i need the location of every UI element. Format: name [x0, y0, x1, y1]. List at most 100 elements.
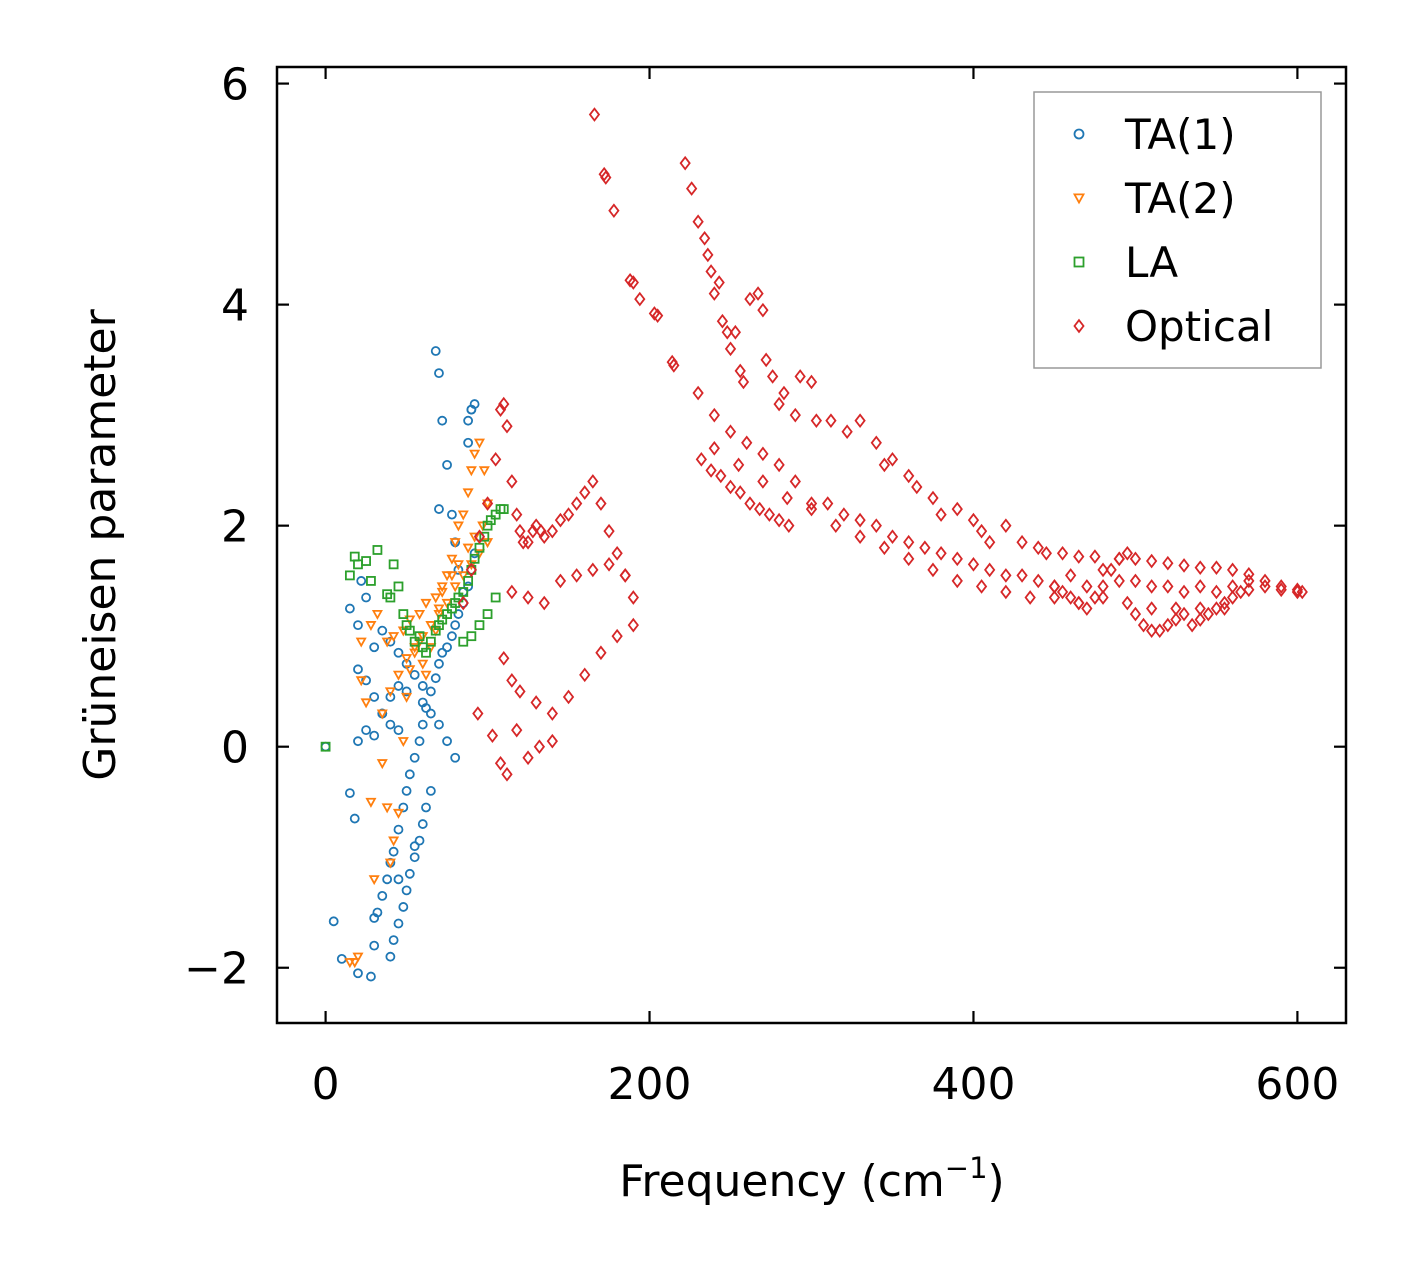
data-point: [393, 824, 404, 835]
data-point: [353, 736, 363, 747]
data-point: [1275, 582, 1287, 598]
data-point: [479, 531, 490, 542]
data-point: [686, 181, 698, 196]
data-point: [1178, 584, 1190, 600]
data-point: [421, 647, 431, 658]
data-point: [600, 170, 612, 185]
data-point: [465, 466, 477, 477]
data-point: [514, 684, 526, 699]
data-point: [397, 737, 409, 748]
data-point: [381, 803, 393, 814]
data-point: [757, 474, 769, 489]
series-TA(2): [344, 438, 494, 969]
x-axis-label-main: Frequency (cm: [619, 1156, 945, 1207]
data-point: [603, 523, 615, 539]
data-point: [441, 598, 453, 609]
data-point: [1275, 579, 1287, 594]
data-point: [651, 308, 664, 323]
data-point: [595, 645, 607, 661]
data-point: [522, 750, 534, 766]
data-point: [1032, 540, 1044, 556]
data-point: [679, 155, 691, 171]
y-tick-label: 0: [221, 723, 249, 774]
x-axis-label-sup: −1: [945, 1151, 988, 1185]
data-point: [951, 551, 963, 567]
data-point: [527, 523, 539, 539]
data-point: [482, 609, 493, 619]
data-point: [392, 808, 405, 819]
data-point: [481, 496, 494, 511]
legend-item: Optical: [1073, 302, 1273, 351]
data-point: [1129, 606, 1142, 622]
data-point: [361, 725, 371, 736]
data-point: [446, 571, 458, 582]
data-point: [1040, 545, 1052, 561]
data-point: [886, 452, 899, 467]
data-point: [1032, 573, 1044, 589]
data-point: [425, 621, 437, 631]
data-point: [1146, 553, 1158, 569]
data-point: [1218, 601, 1231, 616]
legend-label: Optical: [1125, 302, 1273, 351]
data-point: [430, 346, 441, 356]
data-point: [494, 755, 507, 771]
data-point: [393, 581, 404, 592]
data-point: [417, 681, 428, 691]
data-point: [409, 643, 421, 654]
data-point: [430, 593, 442, 604]
data-point: [838, 507, 850, 522]
data-point: [349, 813, 360, 824]
data-point: [401, 885, 412, 896]
data-point: [1210, 601, 1223, 616]
data-point: [393, 874, 404, 885]
data-point: [494, 402, 507, 417]
data-point: [498, 396, 510, 412]
data-point: [377, 891, 388, 901]
data-point: [773, 512, 785, 528]
data-point: [1194, 579, 1206, 594]
y-tick-label: −2: [184, 944, 249, 995]
data-point: [401, 686, 412, 697]
legend-label: LA: [1125, 238, 1178, 287]
data-point: [349, 551, 360, 562]
data-point: [903, 534, 915, 550]
data-point: [522, 590, 534, 605]
data-point: [1243, 582, 1255, 598]
data-point: [353, 968, 363, 979]
data-point: [442, 642, 452, 653]
x-tick-label: 400: [931, 1059, 1015, 1110]
data-point: [320, 741, 331, 752]
data-point: [1113, 551, 1125, 567]
data-point: [462, 488, 474, 499]
data-point: [760, 352, 772, 368]
data-point: [353, 559, 363, 570]
data-point: [514, 523, 526, 539]
data-point: [393, 918, 404, 929]
data-point: [430, 673, 441, 684]
data-point: [619, 568, 631, 583]
data-point: [381, 637, 393, 648]
data-point: [1129, 551, 1142, 567]
data-point: [533, 739, 546, 755]
data-point: [453, 564, 464, 575]
data-point: [368, 875, 380, 886]
data-point: [530, 695, 542, 710]
x-tick-label: 600: [1255, 1059, 1339, 1110]
data-point: [757, 446, 769, 462]
data-point: [595, 496, 607, 511]
data-point: [984, 534, 996, 550]
data-point: [463, 437, 474, 448]
data-point: [388, 632, 400, 643]
y-tick-label: 2: [221, 502, 249, 553]
data-point: [425, 636, 436, 647]
data-point: [490, 452, 502, 467]
data-point: [344, 603, 355, 614]
chart-legend: TA(1) TA(2) LA Optical: [1033, 91, 1322, 369]
data-point: [398, 609, 409, 619]
data-point: [1146, 623, 1158, 638]
data-point: [1000, 568, 1012, 583]
data-point: [371, 609, 383, 620]
data-point: [353, 620, 363, 631]
data-point: [409, 752, 420, 763]
data-point: [778, 385, 790, 401]
